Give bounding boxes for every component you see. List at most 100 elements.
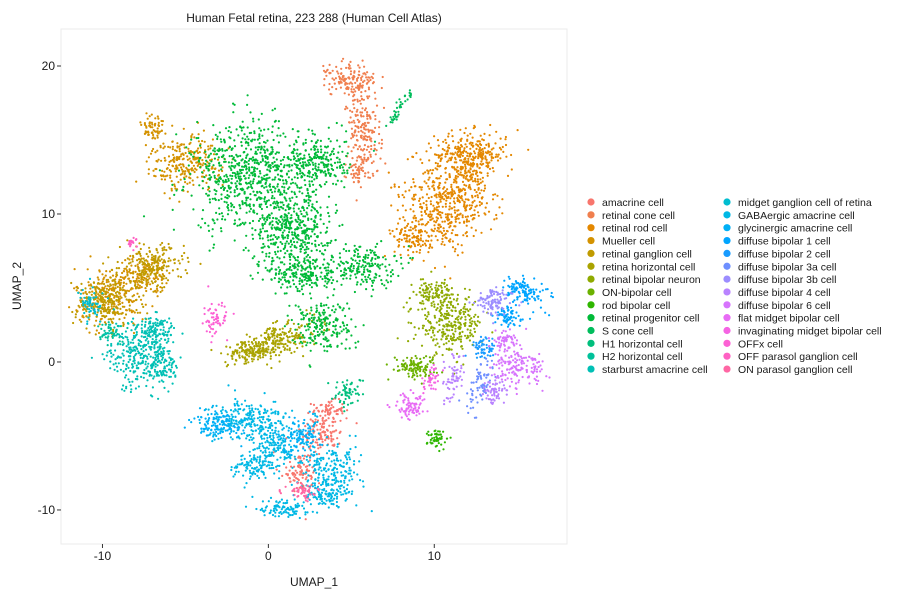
point (413, 363, 416, 366)
point (270, 212, 273, 215)
point (102, 282, 106, 286)
point (256, 358, 260, 361)
point (182, 153, 185, 156)
point (145, 160, 148, 163)
point (109, 283, 112, 286)
point (300, 212, 303, 216)
point (289, 258, 292, 261)
point (433, 430, 436, 433)
point (322, 263, 325, 266)
point (444, 213, 447, 216)
point (467, 179, 470, 182)
point (456, 153, 459, 156)
point (253, 132, 256, 135)
point (249, 207, 252, 210)
point (291, 231, 294, 234)
point (433, 436, 436, 439)
point (454, 174, 457, 178)
point (451, 135, 454, 138)
point (412, 372, 415, 375)
point (425, 369, 428, 372)
point (146, 268, 149, 271)
point (278, 339, 282, 342)
point (323, 422, 326, 425)
point (330, 167, 333, 170)
point (308, 459, 312, 462)
point (282, 182, 285, 185)
point (362, 115, 365, 118)
point (399, 253, 402, 256)
point (405, 301, 408, 304)
point (283, 348, 286, 351)
point (284, 223, 287, 226)
point (152, 259, 155, 262)
point (366, 117, 369, 120)
point (265, 205, 269, 209)
point (424, 364, 427, 368)
point (226, 353, 229, 356)
point (408, 234, 411, 237)
point (117, 296, 120, 299)
point (160, 129, 163, 132)
point (355, 134, 358, 137)
point (149, 288, 152, 291)
point (263, 222, 266, 225)
point (470, 322, 473, 325)
point (415, 357, 418, 360)
point (266, 351, 269, 354)
point (217, 169, 221, 172)
point (479, 178, 482, 181)
point (468, 155, 471, 158)
point (445, 216, 448, 219)
point (457, 189, 460, 192)
point (342, 57, 345, 60)
point (454, 233, 457, 237)
point (466, 204, 469, 207)
point (261, 341, 264, 344)
point (427, 221, 430, 224)
point (213, 147, 216, 150)
point (423, 291, 427, 295)
point (86, 305, 89, 308)
point (336, 408, 339, 412)
point (113, 296, 116, 299)
point (319, 169, 322, 172)
point (499, 157, 502, 160)
point (308, 469, 311, 472)
point (296, 241, 299, 244)
point (448, 205, 451, 208)
point (315, 406, 318, 409)
point (253, 354, 256, 357)
point (493, 218, 496, 221)
point (364, 172, 367, 175)
point (460, 345, 463, 348)
point (264, 160, 267, 163)
point (437, 144, 440, 147)
point (456, 213, 459, 216)
point (294, 232, 297, 235)
point (208, 190, 211, 193)
point (177, 181, 180, 184)
point (468, 204, 471, 207)
point (352, 75, 355, 79)
point (281, 327, 284, 330)
point (111, 268, 114, 272)
point (245, 333, 248, 336)
point (153, 130, 156, 133)
point (327, 137, 330, 140)
point (191, 151, 194, 154)
point (161, 286, 164, 289)
point (350, 137, 353, 140)
point (315, 438, 318, 441)
point (281, 218, 284, 221)
point (484, 155, 487, 158)
point (487, 210, 491, 213)
point (109, 276, 112, 279)
point (436, 287, 439, 290)
point (368, 150, 371, 154)
point (213, 150, 216, 153)
point (457, 217, 460, 220)
point (410, 356, 413, 360)
point (281, 331, 284, 334)
point (319, 436, 322, 440)
